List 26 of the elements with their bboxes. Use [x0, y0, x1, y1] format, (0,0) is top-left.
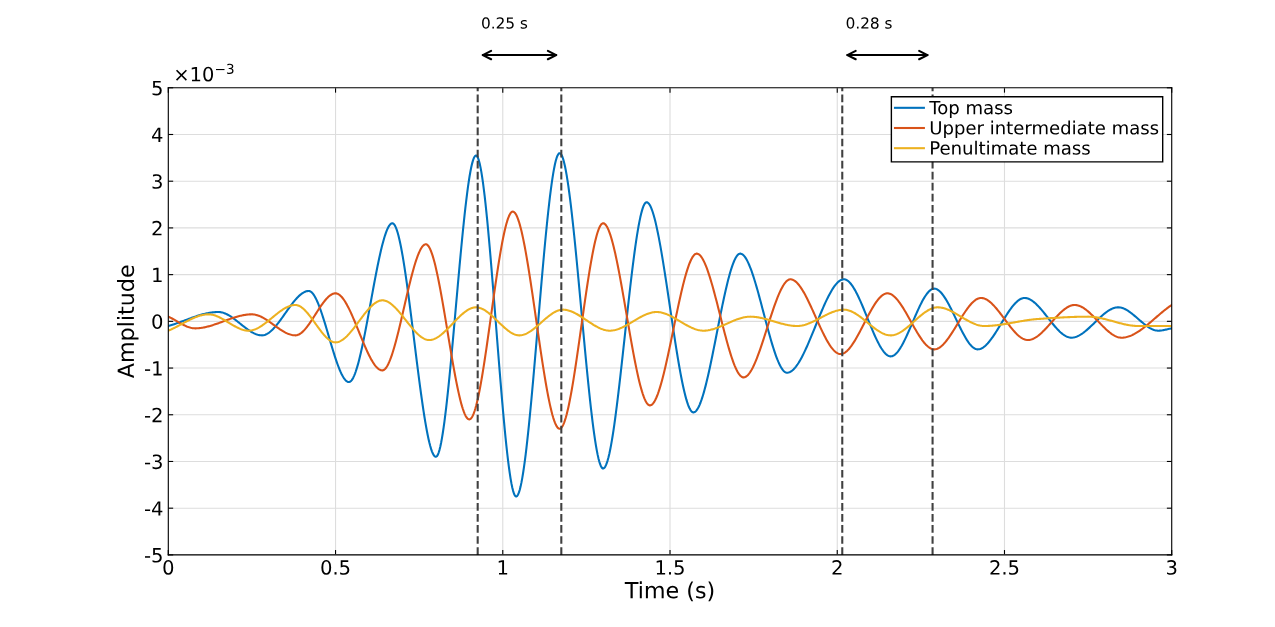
x-tick-label: 0.5: [321, 560, 350, 575]
text: 0.25 s: [482, 17, 528, 29]
text: 0.28 s: [846, 17, 892, 29]
x-tick-label: 1: [498, 560, 508, 575]
x-tick-label: 1.5: [656, 560, 684, 575]
y-tick-label: 5: [152, 80, 162, 96]
y-tick-label: 3: [152, 174, 162, 189]
x-tick-label: 0: [163, 560, 174, 575]
y-tick-label: -3: [145, 454, 162, 470]
x-tick-label: 3: [1167, 560, 1177, 575]
x-tick-label: 2.5: [990, 560, 1019, 575]
legend-label: Top mass: [929, 100, 1013, 118]
x-axis-title: Time (s): [624, 581, 714, 602]
y-tick-label: 2: [152, 220, 162, 236]
legend-label: Upper intermediate mass: [930, 120, 1159, 139]
y-axis-title: Amplitude: [116, 265, 139, 379]
y-tick-label: 4: [152, 127, 163, 142]
y-tick-label: -1: [145, 361, 162, 376]
y-tick-label: -5: [145, 548, 162, 563]
y-tick-label: -4: [145, 501, 163, 516]
y-tick-label: 0: [152, 314, 163, 329]
y-tick-label: -2: [145, 407, 162, 423]
legend-label: Penultimate mass: [931, 140, 1090, 155]
x-tick-label: 2: [832, 560, 842, 575]
y-tick-label: 1: [153, 267, 162, 283]
text: ×10$^{−3}$: [175, 63, 234, 82]
